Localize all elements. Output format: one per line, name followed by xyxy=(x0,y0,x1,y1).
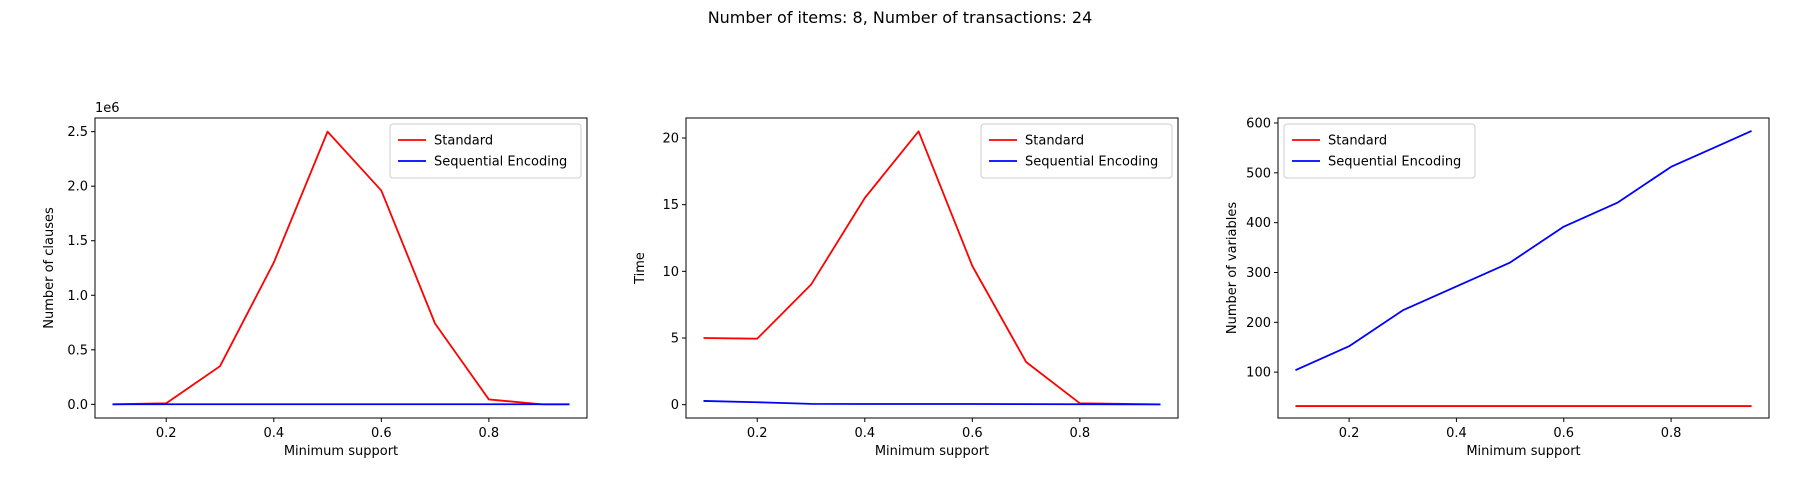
legend-entry: Standard xyxy=(1025,134,1084,149)
x-tick-label: 0.6 xyxy=(371,426,392,441)
y-tick-label: 300 xyxy=(1246,266,1271,281)
legend-entry: Sequential Encoding xyxy=(1025,155,1158,170)
legend-box xyxy=(1283,123,1476,179)
x-tick-label: 0.4 xyxy=(1446,426,1467,441)
y-tick-label: 400 xyxy=(1246,216,1271,231)
y-tick-label: 600 xyxy=(1246,116,1271,131)
x-axis-label: Minimum support xyxy=(284,444,398,459)
x-tick-label: 0.8 xyxy=(1661,426,1682,441)
y-tick-label: 0 xyxy=(671,398,679,413)
x-tick-label: 0.2 xyxy=(156,426,177,441)
x-axis-label: Minimum support xyxy=(875,444,989,459)
y-tick-label: 10 xyxy=(662,265,679,280)
chart-panel-time: 0.2 0.4 0.6 0.8 0 5 10 15 20 Minimum support Time S… xyxy=(633,117,1179,459)
y-tick-label: 20 xyxy=(662,132,679,147)
y-tick-label: 200 xyxy=(1246,316,1271,331)
x-tick-label: 0.8 xyxy=(1070,426,1091,441)
legend: Standard Sequential Encoding xyxy=(1283,123,1476,179)
figure-title: Number of items: 8, Number of transactio… xyxy=(707,8,1093,27)
y-tick-label: 0.0 xyxy=(67,398,88,413)
x-tick-label: 0.6 xyxy=(1553,426,1574,441)
y-tick-label: 2.0 xyxy=(67,180,88,195)
y-axis-label: Time xyxy=(633,252,648,285)
y-tick-label: 1.0 xyxy=(67,289,88,304)
chart-panel-clauses: 0.2 0.4 0.6 0.8 0.0 0.5 1.0 1.5 2.0 2.5 Minimum su… xyxy=(42,101,588,459)
y-tick-label: 2.5 xyxy=(67,125,88,140)
x-tick-label: 0.2 xyxy=(747,426,768,441)
x-tick-label: 0.4 xyxy=(263,426,284,441)
legend-box xyxy=(980,123,1173,179)
y-tick-label: 0.5 xyxy=(67,343,88,358)
axes-frame xyxy=(685,117,1179,419)
x-axis-label: Minimum support xyxy=(1466,444,1580,459)
legend: Standard Sequential Encoding xyxy=(980,123,1173,179)
y-axis-label: Number of variables xyxy=(1225,202,1240,334)
y-tick-label: 500 xyxy=(1246,166,1271,181)
y-tick-label: 5 xyxy=(671,332,679,347)
y-tick-label: 1.5 xyxy=(67,234,88,249)
legend: Standard Sequential Encoding xyxy=(389,123,582,179)
legend-entry: Sequential Encoding xyxy=(1328,155,1461,170)
y-tick-label: 100 xyxy=(1246,366,1271,381)
x-tick-label: 0.6 xyxy=(962,426,983,441)
x-tick-label: 0.8 xyxy=(479,426,500,441)
chart-panel-variables: 0.2 0.4 0.6 0.8 100 200 300 400 500 600 Minimum su… xyxy=(1225,116,1770,459)
y-axis-label: Number of clauses xyxy=(42,207,57,329)
x-tick-label: 0.4 xyxy=(854,426,875,441)
legend-entry: Standard xyxy=(1328,134,1387,149)
legend-box xyxy=(389,123,582,179)
axes-frame xyxy=(94,117,588,419)
series-line-0 xyxy=(112,130,570,406)
axis-offset-label: 1e6 xyxy=(95,101,120,116)
axes-frame xyxy=(1277,117,1770,419)
legend-entry: Sequential Encoding xyxy=(434,155,567,170)
y-tick-label: 15 xyxy=(662,198,679,213)
series-line-1 xyxy=(703,400,1161,406)
legend-entry: Standard xyxy=(434,134,493,149)
series-line-1 xyxy=(1295,130,1752,371)
x-tick-label: 0.2 xyxy=(1339,426,1360,441)
